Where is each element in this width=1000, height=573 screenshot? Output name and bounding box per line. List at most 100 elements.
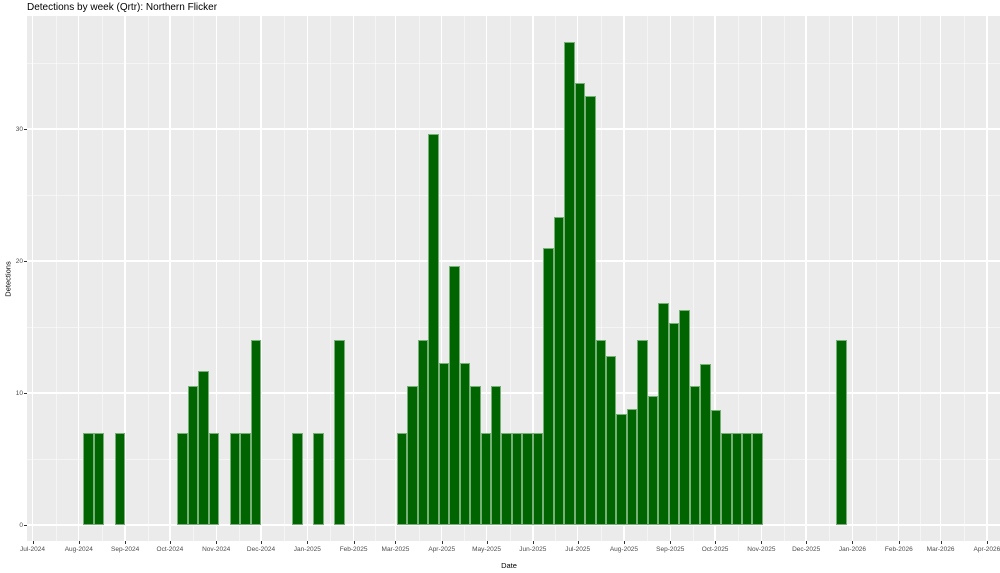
gridline-minor-vertical — [101, 16, 103, 541]
gridline-minor-vertical — [509, 16, 511, 541]
gridline-major-vertical — [623, 16, 625, 541]
bar-week-2025-07-27 — [616, 414, 627, 525]
y-tick-label: 20 — [15, 257, 23, 265]
gridline-minor-vertical — [963, 16, 965, 541]
x-tick-label: Aug-2024 — [64, 546, 93, 553]
y-tick-label: 30 — [15, 125, 23, 133]
bar-week-2024-10-27 — [208, 432, 220, 525]
gridline-minor-vertical — [374, 16, 376, 541]
bar-week-2025-05-25 — [522, 432, 533, 525]
gridline-minor-horizontal — [27, 327, 1000, 328]
x-tick-label: Nov-2024 — [202, 546, 231, 553]
bar-week-2024-08-04 — [83, 432, 94, 525]
gridline-major-vertical — [352, 16, 355, 541]
bar-week-2024-11-10 — [229, 432, 241, 525]
bar-week-2025-10-19 — [741, 432, 753, 525]
x-tick-mark — [898, 541, 900, 544]
gridline-major-horizontal — [27, 260, 1000, 262]
gridline-major-vertical — [169, 16, 171, 541]
gridline-minor-vertical — [829, 16, 831, 541]
bar-week-2024-08-25 — [114, 432, 126, 525]
x-tick-mark — [261, 541, 263, 544]
x-tick-mark — [670, 541, 672, 544]
bar-week-2025-03-02 — [396, 432, 408, 525]
bar-week-2025-10-26 — [752, 432, 763, 525]
gridline-minor-vertical — [147, 16, 149, 541]
gridline-minor-vertical — [692, 16, 694, 541]
x-tick-label: Jan-2025 — [293, 546, 321, 553]
gridline-minor-vertical — [919, 16, 921, 541]
bar-week-2025-04-06 — [449, 266, 460, 525]
x-tick-label: Apr-2026 — [973, 546, 1000, 553]
gridline-minor-vertical — [418, 16, 420, 541]
bar-week-2025-04-13 — [459, 362, 471, 525]
x-tick-mark — [32, 541, 34, 544]
x-tick-label: Oct-2025 — [701, 546, 729, 553]
bar-week-2025-07-20 — [606, 356, 617, 525]
gridline-minor-vertical — [783, 16, 785, 541]
x-tick-mark — [532, 541, 534, 544]
bar-week-2025-01-05 — [313, 432, 324, 525]
x-tick-label: May-2025 — [472, 546, 501, 553]
y-tick-label: 10 — [15, 389, 23, 397]
gridline-minor-horizontal — [27, 63, 1000, 64]
gridline-minor-vertical — [284, 16, 285, 541]
gridline-major-vertical — [805, 16, 807, 541]
bar-week-2025-08-24 — [658, 303, 669, 525]
bar-week-2025-07-13 — [595, 340, 607, 525]
x-tick-label: Oct-2024 — [156, 546, 184, 553]
x-tick-label: Jun-2025 — [519, 546, 547, 553]
x-tick-label: Dec-2025 — [792, 546, 821, 553]
y-tick-mark — [24, 393, 27, 394]
bar-week-2025-06-01 — [532, 432, 544, 525]
bar-week-2024-11-17 — [240, 432, 251, 525]
gridline-major-horizontal — [27, 128, 1000, 130]
gridline-major-vertical — [260, 16, 262, 541]
bar-week-2024-10-20 — [198, 370, 209, 525]
bar-week-2025-06-29 — [574, 82, 586, 525]
bar-week-2025-03-09 — [407, 386, 418, 525]
gridline-major-vertical — [124, 16, 126, 541]
bar-week-2024-11-24 — [250, 340, 262, 525]
y-tick-mark — [24, 129, 27, 130]
y-tick-mark — [24, 525, 27, 526]
gridline-minor-vertical — [600, 16, 602, 541]
gridline-major-horizontal — [27, 524, 1000, 526]
gridline-major-vertical — [939, 16, 942, 541]
gridline-minor-vertical — [330, 16, 332, 541]
bar-week-2025-05-11 — [501, 432, 512, 525]
bar-week-2025-03-23 — [428, 134, 439, 525]
x-tick-mark — [623, 541, 625, 544]
gridline-major-vertical — [760, 16, 763, 541]
gridline-major-vertical — [394, 16, 397, 541]
gridline-major-vertical — [78, 16, 80, 541]
x-tick-label: Feb-2026 — [884, 546, 913, 553]
gridline-major-vertical — [898, 16, 900, 541]
bar-week-2024-12-22 — [292, 432, 303, 525]
bar-week-2025-04-27 — [480, 432, 492, 525]
gridline-minor-vertical — [238, 16, 240, 541]
x-tick-label: Mar-2026 — [926, 546, 955, 553]
x-tick-label: Jan-2026 — [838, 546, 867, 553]
gridline-major-vertical — [532, 16, 534, 541]
x-tick-mark — [577, 541, 579, 544]
x-axis-title: Date — [501, 561, 517, 570]
y-tick-label: 0 — [19, 521, 23, 529]
bar-week-2025-09-14 — [689, 386, 701, 525]
x-tick-mark — [353, 541, 355, 544]
bar-week-2025-09-07 — [679, 309, 690, 525]
gridline-major-vertical — [441, 16, 443, 541]
gridline-major-vertical — [31, 16, 34, 541]
gridline-major-vertical — [986, 16, 988, 541]
bar-week-2025-05-04 — [491, 386, 502, 525]
x-tick-mark — [78, 541, 80, 544]
bar-week-2025-08-03 — [626, 408, 638, 525]
bar-week-2025-01-19 — [334, 340, 345, 525]
bar-week-2025-06-08 — [543, 247, 554, 525]
x-tick-label: Dec-2024 — [246, 546, 276, 553]
x-tick-label: Jul-2025 — [565, 546, 591, 553]
bar-week-2025-06-15 — [553, 217, 565, 525]
gridline-major-vertical — [669, 16, 671, 541]
x-tick-label: Nov-2025 — [747, 546, 776, 553]
